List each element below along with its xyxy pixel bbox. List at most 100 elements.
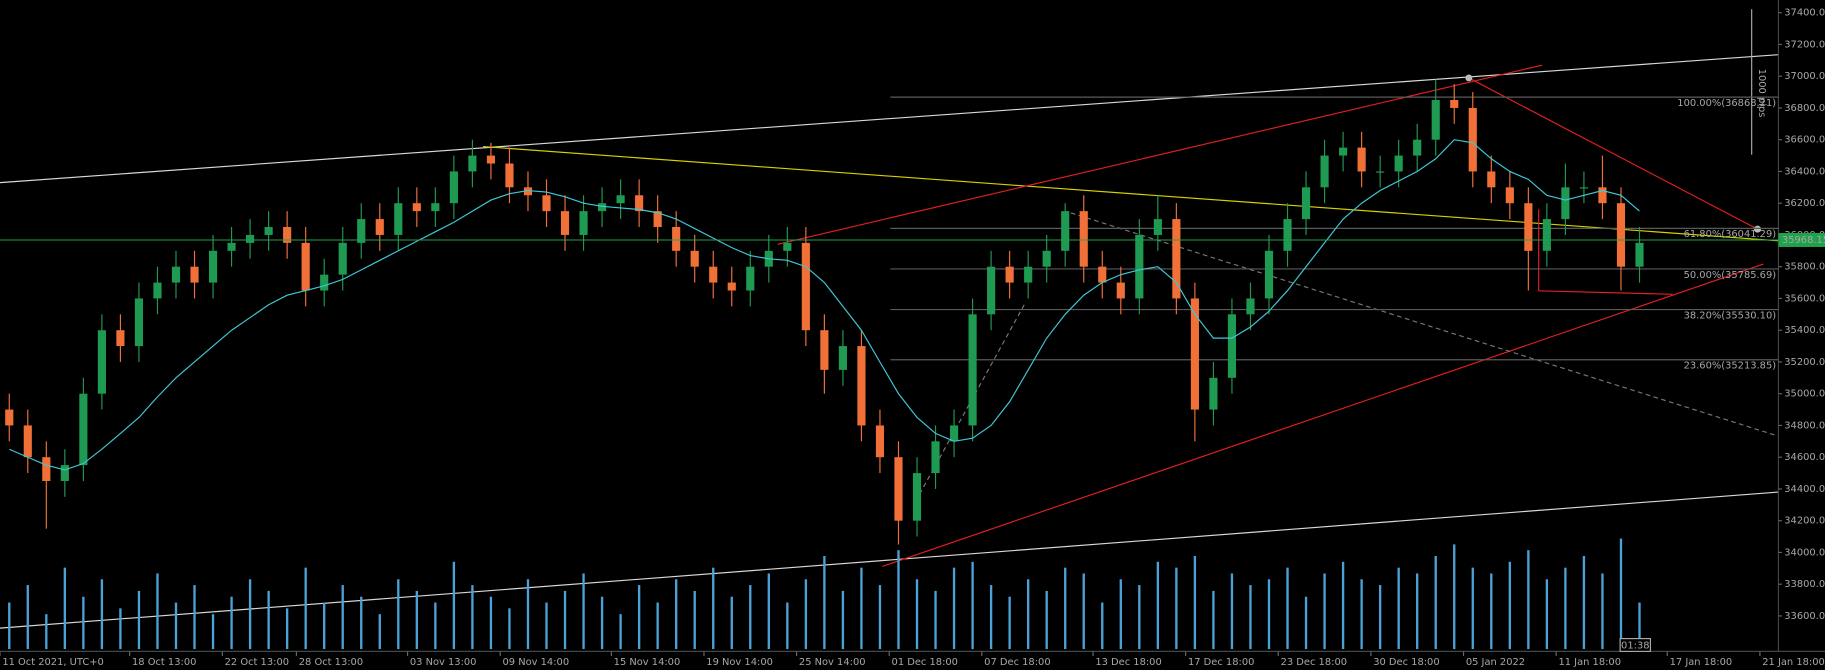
volume-bar <box>675 579 678 650</box>
candle-body <box>301 242 310 291</box>
candle-body <box>1024 266 1033 283</box>
trendline <box>1538 290 1673 295</box>
volume-bar <box>1286 567 1289 650</box>
candle-body <box>727 282 736 291</box>
volume-bar <box>193 585 196 650</box>
volume-bar <box>915 579 919 650</box>
volume-bar <box>1582 556 1586 650</box>
candle-body <box>1301 187 1311 220</box>
candle-body <box>1579 187 1589 189</box>
volume-bar <box>285 608 289 650</box>
volume-bar <box>119 608 122 650</box>
y-tick-label: 34800.00 <box>1784 420 1825 431</box>
volume-bar <box>1453 544 1456 650</box>
volume-bar <box>100 579 104 650</box>
candle-body <box>987 266 996 315</box>
candle-body <box>171 266 181 283</box>
x-tick-label: 22 Oct 13:00 <box>225 657 289 668</box>
volume-bar <box>1193 556 1197 650</box>
timer-label: 01:38 <box>1621 641 1649 652</box>
volume-bar <box>1212 590 1215 650</box>
volume-bar <box>304 567 307 650</box>
x-tick-label: 15 Nov 14:00 <box>614 657 681 668</box>
volume-bar <box>860 567 863 650</box>
candle-body <box>1246 298 1255 315</box>
volume-bar <box>526 579 530 650</box>
candle-body <box>283 227 292 243</box>
x-tick-label: 23 Dec 18:00 <box>1281 657 1347 668</box>
candle-body <box>1153 219 1162 235</box>
candle-body <box>709 266 718 283</box>
candle-body <box>579 211 588 235</box>
volume-bar <box>878 585 882 650</box>
candle-body <box>153 282 162 299</box>
candle-body <box>1005 266 1014 283</box>
y-tick-label: 34400.00 <box>1784 484 1825 495</box>
candle-body <box>1320 155 1329 188</box>
volume-bar <box>841 590 845 650</box>
volume-bar <box>1471 567 1474 650</box>
candle-body <box>875 425 885 458</box>
candle-body <box>431 203 440 212</box>
volume-bar <box>1601 573 1604 650</box>
volume-bar <box>600 596 604 650</box>
volume-bar <box>582 573 585 650</box>
volume-bar <box>1545 579 1549 650</box>
drawings <box>0 9 1779 629</box>
volume-bar <box>378 614 381 650</box>
candle-body <box>208 250 218 283</box>
candle-body <box>1209 377 1218 410</box>
x-tick-label: 09 Nov 14:00 <box>503 657 570 668</box>
x-tick-label: 05 Jan 2022 <box>1466 657 1525 668</box>
volume-bar <box>1156 561 1160 650</box>
candle-body <box>783 242 792 251</box>
candle-body <box>1616 203 1626 267</box>
fib-label: 100.00%(36868.21) <box>1677 98 1776 109</box>
volume-bar <box>1434 556 1437 650</box>
volume-bar <box>637 585 641 650</box>
volume-bar <box>1175 567 1178 650</box>
volume-bar <box>471 585 474 650</box>
fib-label: 50.00%(35785.69) <box>1684 270 1777 281</box>
y-tick-label: 35000.00 <box>1784 389 1825 400</box>
volume-bar <box>489 596 493 650</box>
y-tick-label: 36600.00 <box>1784 135 1825 146</box>
candle-body <box>23 425 32 458</box>
volume-bar <box>63 567 67 650</box>
volume-bar <box>1397 567 1400 650</box>
candle-body <box>968 314 977 426</box>
volume-bar <box>1341 561 1345 650</box>
candle-body <box>1098 266 1107 283</box>
volume-bar <box>1249 585 1252 650</box>
anchor-point <box>1754 225 1761 233</box>
volume-bar <box>156 573 159 650</box>
last-price-box <box>1778 233 1825 247</box>
candle-body <box>1339 147 1348 156</box>
candle-body <box>838 346 847 370</box>
fib-label: 38.20%(35530.10) <box>1684 310 1777 321</box>
trendline <box>482 145 1779 242</box>
candle-body <box>505 163 514 188</box>
volume-bar <box>545 602 548 650</box>
candle-body <box>1357 147 1366 172</box>
volume-bar <box>1304 596 1308 650</box>
y-tick-label: 35200.00 <box>1784 357 1825 368</box>
candle-body <box>394 203 403 235</box>
volume-bar <box>341 585 344 650</box>
volume-bar <box>656 602 659 650</box>
trendline <box>882 263 1764 568</box>
volume-bar <box>1064 567 1067 650</box>
volume-bar <box>45 614 48 650</box>
candle-body <box>134 298 144 347</box>
volume-bar <box>360 596 363 650</box>
volume-bar <box>563 590 567 650</box>
last-price-label: 35968.15 <box>1782 235 1825 246</box>
volume-bar <box>508 608 511 650</box>
candle-body <box>616 195 625 204</box>
candle-body <box>1264 250 1274 299</box>
volume-bar <box>8 602 11 650</box>
x-tick-label: 01 Dec 18:00 <box>892 657 958 668</box>
volume-bar <box>1638 602 1641 650</box>
x-tick-label: 25 Nov 14:00 <box>799 657 866 668</box>
